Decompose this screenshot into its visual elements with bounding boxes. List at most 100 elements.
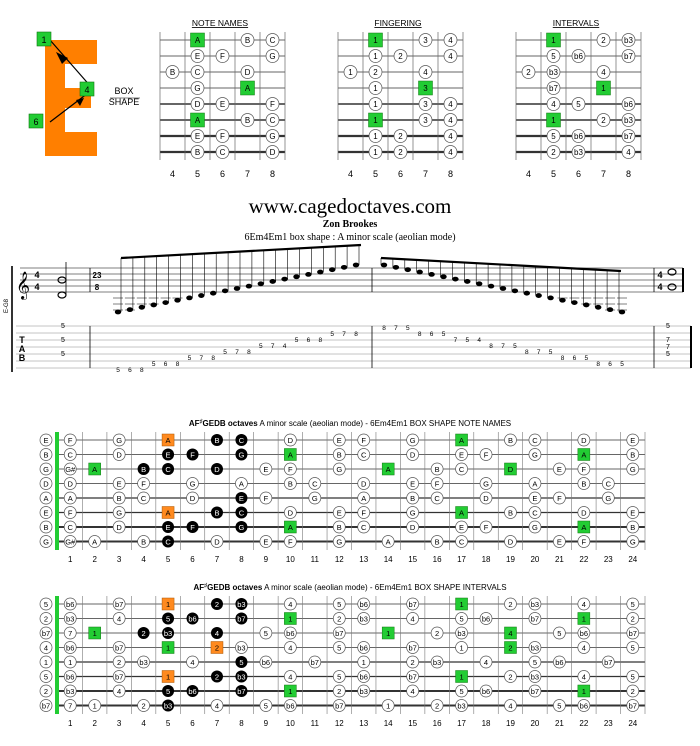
note-label: E bbox=[337, 509, 342, 518]
mini-fret-number: 4 bbox=[170, 169, 175, 179]
note bbox=[63, 448, 77, 461]
note-label: A bbox=[92, 465, 97, 474]
open-string-note bbox=[39, 535, 53, 548]
big-fret-number: 21 bbox=[555, 555, 564, 564]
note bbox=[63, 535, 77, 548]
tab-fret: 8 bbox=[596, 361, 600, 368]
open-string-note bbox=[39, 655, 53, 669]
eighth-note bbox=[305, 272, 312, 277]
note bbox=[406, 597, 419, 611]
note-box-shape bbox=[210, 434, 223, 446]
open-string-label: 2 bbox=[44, 687, 48, 696]
mini-note-label: 3 bbox=[423, 100, 428, 109]
note-label: 4 bbox=[484, 658, 488, 667]
tab-fret: 5 bbox=[406, 325, 410, 332]
mini-note bbox=[190, 81, 205, 95]
big-fret-number: 1 bbox=[68, 555, 73, 564]
mini-note-label: b3 bbox=[624, 36, 633, 45]
note-label: G bbox=[630, 538, 636, 547]
big-fret-number: 18 bbox=[482, 719, 491, 728]
tab-fret: 8 bbox=[211, 355, 215, 362]
note bbox=[528, 433, 542, 447]
note-label: b3 bbox=[531, 673, 539, 682]
open-string-note bbox=[39, 506, 53, 519]
title-sharp: ♯ bbox=[200, 418, 203, 425]
note-label: 4 bbox=[411, 687, 415, 696]
mini-note-label: b7 bbox=[549, 84, 558, 93]
big-fret-number: 19 bbox=[506, 555, 515, 564]
note bbox=[284, 535, 297, 548]
eighth-note bbox=[138, 304, 145, 310]
tab-fret: 7 bbox=[501, 343, 505, 350]
note-box-shape bbox=[162, 448, 175, 461]
note-label: 1 bbox=[93, 702, 97, 711]
note bbox=[137, 699, 150, 712]
note-label: b6 bbox=[286, 702, 294, 711]
note-label: b6 bbox=[360, 644, 368, 653]
note-label: 1 bbox=[68, 658, 72, 667]
mini-note bbox=[190, 145, 205, 159]
eighth-note bbox=[440, 274, 447, 280]
mini-note bbox=[443, 129, 458, 143]
mini-note-label: b7 bbox=[624, 132, 633, 141]
note-label: b7 bbox=[237, 615, 245, 624]
mini-note-label: 2 bbox=[551, 148, 556, 157]
open-string-note bbox=[39, 448, 53, 461]
note-octave-marker bbox=[161, 433, 175, 447]
note bbox=[186, 477, 199, 490]
note bbox=[332, 462, 346, 476]
mini-note-label: 3 bbox=[423, 116, 428, 125]
mini-note-label: 4 bbox=[448, 116, 453, 125]
mini-note-label: 1 bbox=[348, 68, 353, 77]
note-label: C bbox=[532, 509, 538, 518]
note-root bbox=[88, 626, 101, 640]
note bbox=[332, 433, 346, 447]
mini-note-root bbox=[190, 32, 205, 48]
note-label: E bbox=[117, 480, 122, 489]
note-label: 2 bbox=[631, 687, 635, 696]
note-root bbox=[381, 626, 395, 640]
note bbox=[577, 641, 591, 654]
note-label: 4 bbox=[288, 673, 292, 682]
note-label: b7 bbox=[531, 687, 539, 696]
note-label: B bbox=[508, 509, 513, 518]
tab-letter: T bbox=[19, 335, 25, 345]
mini-note-label: 2 bbox=[526, 68, 531, 77]
note bbox=[308, 491, 322, 505]
big-fret-number: 17 bbox=[457, 555, 466, 564]
note-label: D bbox=[116, 451, 122, 460]
note-label: C bbox=[141, 494, 147, 503]
note-box-shape bbox=[162, 627, 175, 639]
half-note bbox=[667, 283, 677, 291]
mini-note-label: 4 bbox=[448, 36, 453, 45]
mini-note-root bbox=[368, 32, 383, 48]
big-panel-title: AF♯GEDB octaves A minor scale (aeolian m… bbox=[189, 418, 511, 428]
note-label: E bbox=[337, 436, 342, 445]
note-label: 2 bbox=[508, 600, 512, 609]
note-box-shape bbox=[162, 463, 175, 475]
note-label: b7 bbox=[115, 673, 123, 682]
note bbox=[577, 433, 591, 447]
mini-note bbox=[265, 145, 280, 159]
note-label: 1 bbox=[288, 615, 292, 624]
note-label: b3 bbox=[164, 629, 172, 638]
note-label: G bbox=[532, 451, 538, 460]
note bbox=[357, 477, 371, 490]
note-label: 2 bbox=[435, 629, 439, 638]
note-label: G bbox=[336, 538, 342, 547]
tab-fret: 5 bbox=[223, 349, 227, 356]
time-sig-top: 4 bbox=[34, 270, 39, 280]
mini-note bbox=[521, 65, 536, 79]
mini-note-label: B bbox=[195, 148, 200, 157]
mini-fret-number: 7 bbox=[245, 169, 250, 179]
mini-note-root bbox=[596, 80, 611, 96]
note-label: 5 bbox=[337, 644, 341, 653]
note-label: B bbox=[141, 465, 146, 474]
note bbox=[235, 477, 248, 490]
site-url: www.cagedoctaves.com bbox=[249, 194, 452, 218]
note bbox=[626, 612, 640, 625]
big-fret-number: 6 bbox=[190, 719, 195, 728]
eighth-note bbox=[452, 276, 459, 282]
note bbox=[528, 520, 542, 534]
note bbox=[63, 626, 77, 640]
